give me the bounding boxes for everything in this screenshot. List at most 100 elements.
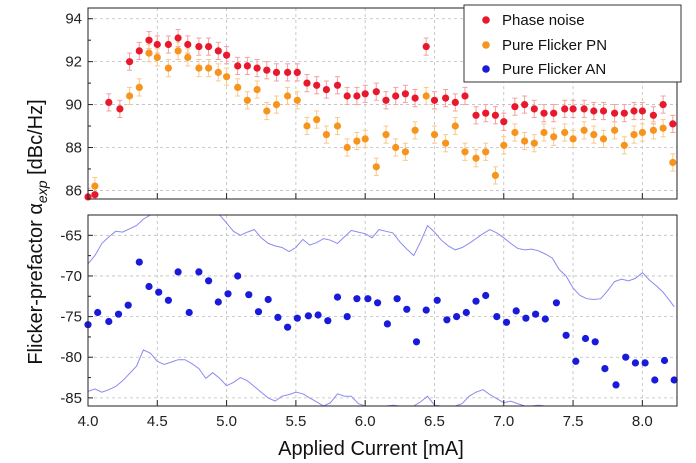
point-pure-flicker-pn-22 [333,122,342,130]
point-phase-noise-22 [303,79,311,87]
point-phase-noise-8 [164,40,172,49]
y-tick-label-bottom-3: -70 [60,268,82,285]
point-pure-flicker-pn-10 [214,68,222,76]
point-phase-noise-49 [569,105,577,113]
point-pure-flicker-an-15 [234,272,242,280]
x-tick-label-8: 8.0 [632,413,653,430]
point-phase-noise-11 [195,43,203,51]
point-pure-flicker-an-44 [522,314,530,322]
point-phase-noise-54 [620,109,628,117]
point-pure-flicker-an-47 [552,299,561,307]
x-tick-label-3: 5.5 [285,413,306,430]
y-axis-title-main: Flicker-prefactor α [25,203,47,365]
point-phase-noise-28 [361,90,369,98]
point-pure-flicker-pn-53 [638,128,647,137]
point-phase-noise-56 [638,107,647,115]
legend-marker-phase-noise [482,16,490,24]
point-pure-flicker-an-32 [403,305,411,313]
point-phase-noise-9 [174,34,182,42]
point-pure-flicker-an-11 [195,268,203,276]
point-pure-flicker-an-31 [393,295,401,303]
point-pure-flicker-an-27 [353,295,361,303]
data-points [84,34,678,389]
point-pure-flicker-an-6 [145,282,153,291]
point-phase-noise-47 [550,109,558,117]
x-tick-label-2: 5.0 [216,413,237,430]
point-pure-flicker-pn-44 [550,133,558,141]
point-phase-noise-17 [253,64,261,72]
y-tick-label-bottom-1: -80 [60,349,82,366]
point-phase-noise-5 [135,47,143,55]
point-phase-noise-16 [243,62,251,70]
y-tick-label-bottom-0: -85 [60,390,82,407]
point-phase-noise-53 [611,109,619,117]
point-pure-flicker-pn-14 [253,86,261,94]
point-pure-flicker-an-4 [124,301,132,309]
point-pure-flicker-pn-50 [611,126,619,134]
point-phase-noise-33 [411,94,419,102]
point-pure-flicker-pn-38 [491,171,499,179]
point-pure-flicker-an-49 [572,357,580,365]
point-pure-flicker-pn-30 [411,126,419,134]
point-pure-flicker-an-25 [333,293,342,301]
point-pure-flicker-an-12 [205,277,213,285]
point-pure-flicker-an-42 [502,318,511,326]
y-tick-label-bottom-2: -75 [60,309,82,326]
point-pure-flicker-an-30 [383,320,391,328]
y-tick-label-top-3: 92 [65,54,82,71]
axes-frame [87,7,678,407]
point-pure-flicker-an-35 [433,296,441,304]
point-pure-flicker-pn-46 [569,135,577,143]
point-phase-noise-59 [669,120,677,128]
y-tick-label-top-2: 90 [65,97,82,114]
point-pure-flicker-an-51 [591,338,599,346]
point-pure-flicker-pn-31 [422,92,430,100]
point-pure-flicker-pn-8 [195,64,203,72]
point-pure-flicker-pn-36 [472,154,480,162]
point-pure-flicker-an-33 [412,338,421,346]
point-phase-noise-7 [153,40,161,49]
point-pure-flicker-pn-29 [401,148,409,156]
point-pure-flicker-pn-13 [243,96,251,104]
y-tick-label-top-0: 86 [65,182,82,199]
x-tick-label-0: 4.0 [78,413,99,430]
point-phase-noise-29 [372,88,380,96]
point-phase-noise-48 [561,105,569,113]
y-tick-label-top-1: 88 [65,139,82,156]
point-pure-flicker-an-19 [274,313,282,321]
point-phase-noise-19 [272,68,281,76]
point-pure-flicker-pn-49 [599,135,608,143]
point-pure-flicker-pn-28 [392,143,400,152]
point-phase-noise-10 [184,40,192,49]
point-pure-flicker-an-48 [562,331,570,339]
point-pure-flicker-pn-15 [263,107,271,115]
point-pure-flicker-an-59 [670,376,678,384]
point-pure-flicker-pn-3 [145,49,153,57]
point-pure-flicker-an-56 [641,359,649,367]
point-phase-noise-52 [599,107,608,115]
point-pure-flicker-an-1 [94,308,102,317]
point-pure-flicker-an-23 [314,311,322,319]
point-pure-flicker-pn-54 [649,126,658,134]
point-pure-flicker-pn-9 [205,64,213,72]
point-pure-flicker-an-5 [135,258,143,266]
x-tick-label-4: 6.0 [355,413,376,430]
point-phase-noise-58 [659,101,667,109]
point-pure-flicker-pn-21 [322,131,330,139]
point-pure-flicker-pn-18 [293,96,301,104]
point-phase-noise-18 [263,66,271,74]
point-pure-flicker-an-54 [622,353,630,361]
point-pure-flicker-pn-35 [461,148,469,156]
legend-label-pure-flicker-pn: Pure Flicker PN [502,37,607,54]
point-pure-flicker-an-39 [472,297,480,305]
point-pure-flicker-an-36 [443,316,451,324]
point-phase-noise-30 [382,96,390,104]
point-phase-noise-42 [500,118,508,126]
point-pure-flicker-an-34 [422,306,430,314]
point-pure-flicker-an-41 [493,313,501,321]
point-phase-noise-40 [482,109,490,117]
point-pure-flicker-pn-20 [313,116,321,124]
point-pure-flicker-an-3 [114,310,123,318]
point-phase-noise-14 [223,51,231,59]
